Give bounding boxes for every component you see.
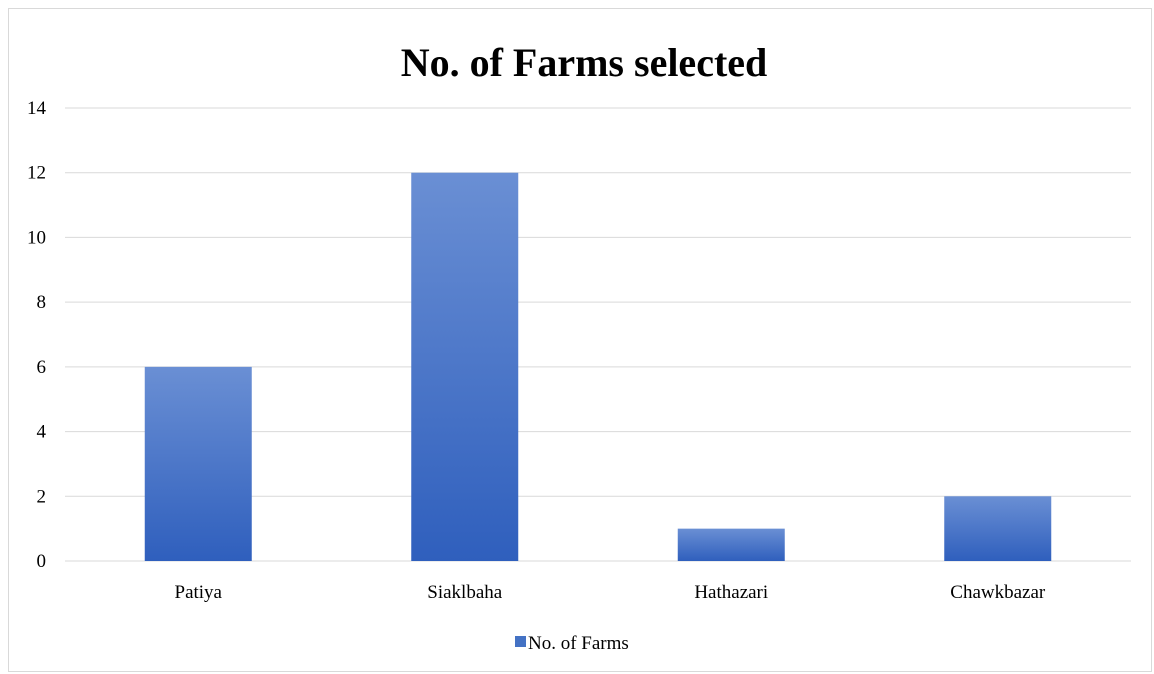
bar-chawkbazar	[944, 496, 1052, 561]
bars	[144, 172, 1052, 561]
x-tick-label-patiya: Patiya	[175, 582, 223, 603]
legend-label-no-of-farms: No. of Farms	[528, 633, 629, 654]
y-tick-label: 10	[27, 227, 46, 248]
chart-frame: No. of Farms selected 0 2 4 6 8 10 12 14 Patiya…	[8, 8, 1152, 672]
y-tick-label: 12	[27, 163, 46, 184]
legend: No. of Farms	[515, 633, 629, 654]
bar-hathazari	[677, 528, 785, 561]
y-tick-label: 0	[37, 551, 47, 572]
y-tick-label: 2	[37, 486, 47, 507]
bar-siaklbaha	[411, 172, 519, 561]
x-tick-label-hathazari: Hathazari	[694, 582, 768, 603]
y-tick-label: 6	[37, 357, 47, 378]
bar-patiya	[144, 366, 252, 561]
x-axis-tick-labels: Patiya Siaklbaha Hathazari Chawkbazar	[175, 582, 1046, 603]
bar-chart: No. of Farms selected 0 2 4 6 8 10 12 14 Patiya…	[27, 40, 1131, 654]
y-tick-label: 4	[37, 422, 47, 443]
y-tick-label: 14	[27, 98, 47, 119]
chart-title: No. of Farms selected	[401, 40, 768, 85]
y-tick-label: 8	[37, 292, 47, 313]
legend-swatch	[515, 636, 526, 647]
x-tick-label-siaklbaha: Siaklbaha	[427, 582, 502, 603]
x-tick-label-chawkbazar: Chawkbazar	[950, 582, 1046, 603]
y-axis-tick-labels: 0 2 4 6 8 10 12 14	[27, 98, 47, 572]
